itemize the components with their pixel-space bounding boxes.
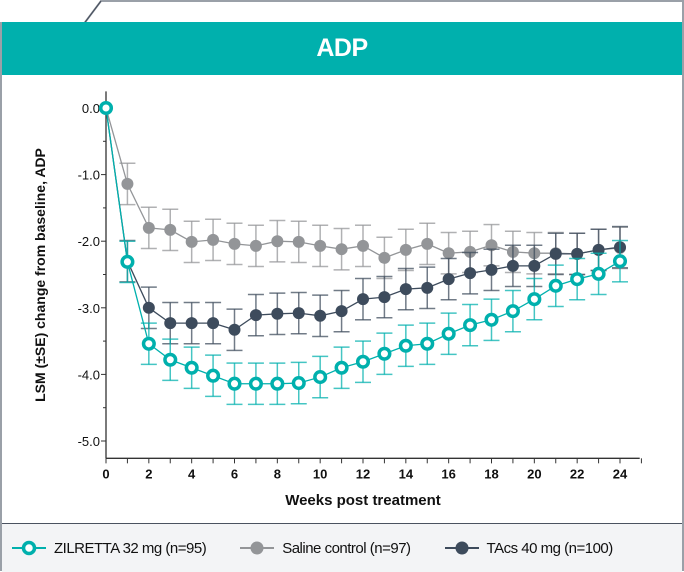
data-point (207, 233, 220, 246)
data-point (228, 323, 241, 336)
data-point (185, 317, 198, 330)
y-tick-label: -4.0 (78, 367, 100, 382)
data-point (141, 336, 156, 351)
data-point (612, 254, 628, 269)
legend-label: ZILRETTA 32 mg (n=95) (54, 539, 207, 557)
data-point (120, 254, 135, 269)
data-point (314, 239, 327, 252)
data-point (142, 221, 155, 234)
x-tick-label: 12 (356, 466, 370, 481)
chart-title-banner: ADP (2, 22, 682, 75)
y-tick-label: 0.0 (82, 101, 100, 116)
data-point (591, 266, 606, 281)
data-point (98, 100, 114, 116)
data-point (206, 368, 221, 383)
x-axis-label: Weeks post treatment (285, 492, 441, 509)
series-tacs (100, 102, 628, 352)
legend-item-tacs: TAcs 40 mg (n=100) (444, 539, 614, 557)
data-point (442, 273, 455, 286)
x-tick-label: 6 (231, 466, 238, 481)
data-point (528, 259, 541, 272)
x-tick-label: 0 (102, 466, 109, 481)
data-point (527, 292, 542, 307)
data-point (463, 318, 478, 333)
data-point (506, 259, 519, 272)
y-axis-label: LSM (±SE) change from baseline, ADP (32, 148, 48, 402)
data-point (271, 307, 284, 320)
data-point (142, 301, 155, 314)
data-point (505, 304, 520, 319)
data-point (421, 237, 434, 250)
data-point (164, 223, 177, 236)
data-point (549, 247, 562, 260)
legend-label: TAcs 40 mg (n=100) (486, 539, 614, 557)
data-point (464, 267, 477, 280)
x-tick-label: 10 (313, 466, 327, 481)
data-point (357, 239, 369, 252)
data-point (421, 281, 434, 294)
series-saline (100, 102, 628, 280)
legend-label: Saline control (n=97) (282, 539, 411, 557)
data-point (357, 293, 369, 306)
x-tick-label: 18 (484, 466, 498, 481)
data-point (185, 235, 198, 248)
series-zilretta (98, 100, 628, 406)
data-point (442, 247, 455, 260)
x-tick-label: 8 (274, 466, 281, 481)
data-point (378, 291, 391, 304)
data-point (335, 243, 348, 256)
data-point (292, 307, 305, 320)
data-point (184, 360, 199, 375)
data-point (399, 283, 412, 296)
data-point (571, 247, 584, 260)
data-point (378, 251, 391, 264)
x-tick-label: 4 (188, 466, 196, 481)
data-point (249, 239, 262, 252)
data-point (377, 346, 392, 361)
data-point (271, 235, 284, 248)
filled-circle-marker-icon (444, 541, 479, 555)
data-point (121, 177, 134, 190)
data-point (334, 360, 349, 375)
x-tick-label: 16 (441, 466, 455, 481)
data-point (249, 309, 262, 322)
data-point (313, 370, 328, 385)
data-point (485, 239, 498, 252)
data-point (485, 263, 498, 276)
data-point (270, 376, 285, 391)
data-point (548, 278, 563, 293)
data-point (441, 326, 456, 341)
line-chart: 0.0-1.0-2.0-3.0-4.0-5.00 2 4 6 8 10 12 14 16 18 20… (32, 91, 642, 509)
data-point (291, 376, 306, 391)
x-tick-label: 22 (570, 466, 584, 481)
legend-item-saline: Saline control (n=97) (240, 539, 411, 557)
data-point (163, 352, 178, 367)
data-point (248, 376, 263, 391)
y-tick-label: -5.0 (78, 434, 100, 449)
x-tick-label: 24 (613, 466, 628, 481)
data-point (420, 336, 435, 351)
data-point (314, 309, 327, 322)
x-tick-label: 20 (527, 466, 541, 481)
data-point (228, 237, 241, 250)
data-point (484, 312, 499, 327)
legend-item-zilretta: ZILRETTA 32 mg (n=95) (12, 539, 207, 557)
data-point (570, 272, 585, 287)
data-point (207, 317, 220, 330)
data-point (164, 317, 177, 330)
data-point (355, 354, 371, 369)
x-tick-label: 2 (145, 466, 152, 481)
legend: ZILRETTA 32 mg (n=95) Saline control (n=… (2, 523, 682, 572)
data-point (398, 338, 413, 353)
y-tick-label: -3.0 (78, 301, 100, 316)
y-tick-label: -2.0 (78, 234, 100, 249)
open-circle-marker-icon (12, 540, 46, 556)
y-tick-label: -1.0 (78, 168, 100, 183)
filled-circle-marker-icon (240, 541, 275, 555)
x-tick-label: 14 (399, 466, 414, 481)
data-point (335, 305, 348, 318)
data-point (399, 243, 412, 256)
data-point (292, 235, 305, 248)
data-point (227, 376, 242, 391)
